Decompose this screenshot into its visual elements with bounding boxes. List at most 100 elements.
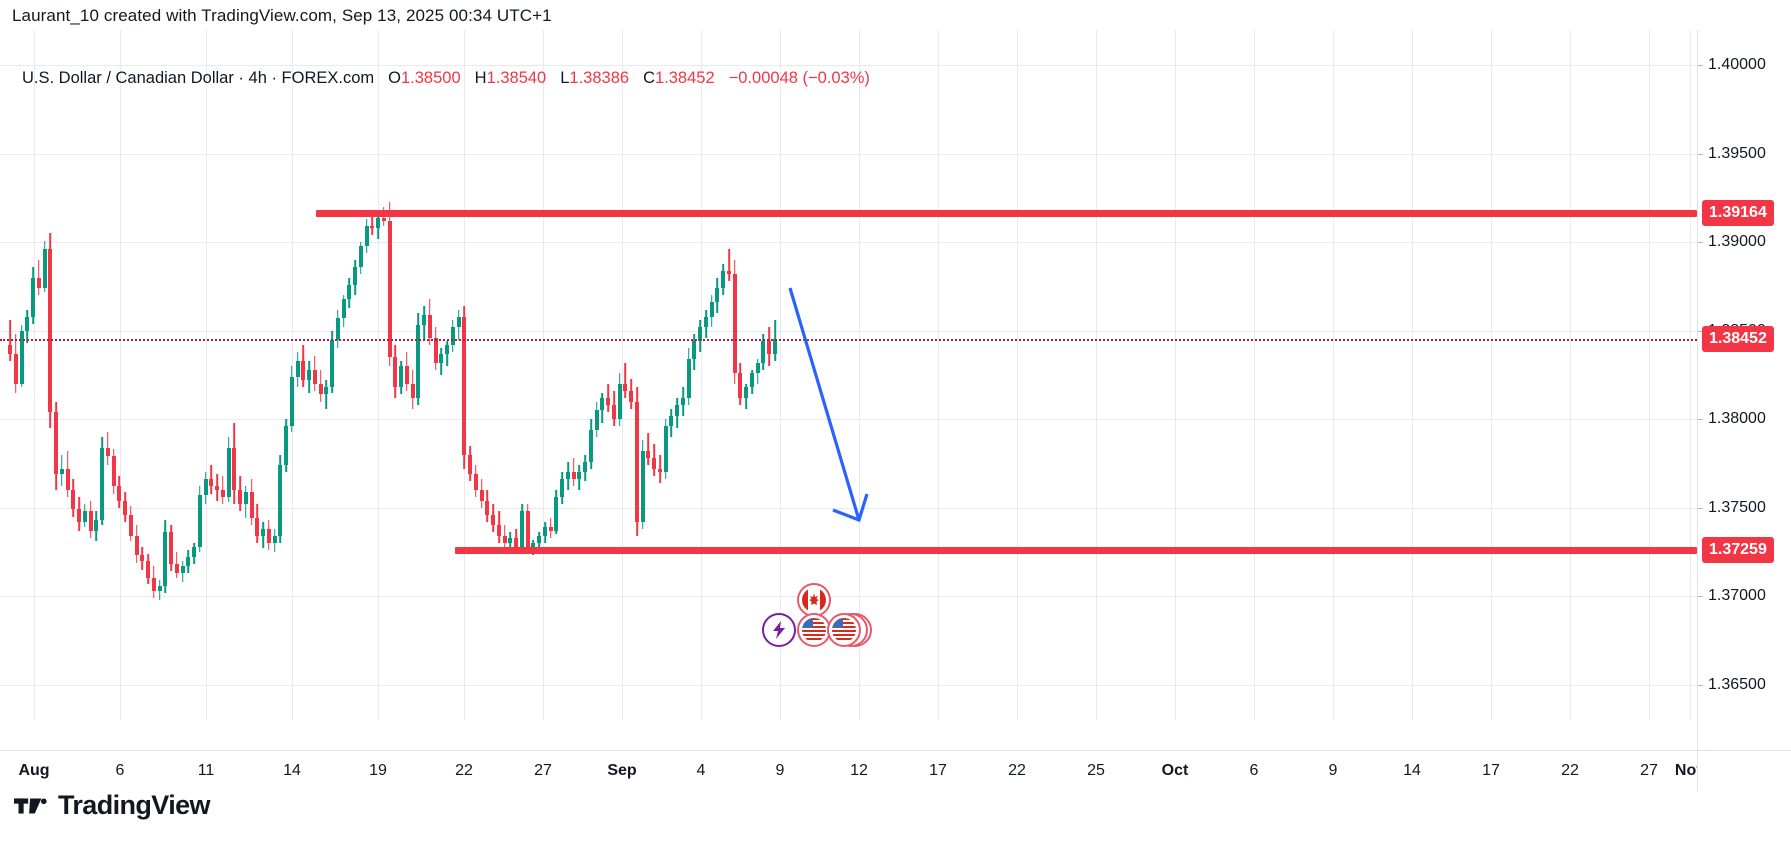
candle-body [278,465,283,536]
time-tick-17: 17 [929,762,947,779]
candle-body [468,454,473,475]
candlestick-bar [416,313,421,406]
candle-body [744,387,749,398]
tradingview-logo-icon [14,797,47,814]
candle-body [514,537,519,547]
economic-event-canada-flag[interactable] [797,583,831,617]
legend-high-label: H [474,69,487,87]
gridline-vertical [1649,30,1650,720]
candle-body [450,327,455,345]
candlestick-series[interactable] [0,30,1697,720]
candle-body [232,447,237,490]
candle-body [36,277,41,289]
chart-plot-area[interactable] [0,30,1697,720]
resistance-line[interactable] [316,210,1697,218]
candle-body [422,314,427,326]
support-line[interactable] [455,547,1697,555]
candle-body [617,383,622,420]
candlestick-bar [554,490,559,535]
candle-body [301,360,306,381]
candlestick-bar [606,383,611,413]
candle-body [491,514,496,526]
candle-body [146,560,151,579]
gridline-vertical [1690,30,1691,720]
gridline-vertical [1254,30,1255,720]
price-tick-1.37000: 1.37000 [1698,587,1766,605]
gridline-vertical [622,30,623,720]
economic-event-us-flag-stack[interactable] [827,613,861,647]
resistance-price-badge[interactable]: 1.39164 [1702,200,1774,227]
candlestick-bar [502,525,507,551]
candle-body [284,426,289,466]
canada-flag-icon [802,588,826,612]
candlestick-bar [197,486,202,552]
candlestick-bar [146,553,151,584]
economic-event-us-flag-1[interactable] [797,613,831,647]
candlestick-bar [376,214,381,239]
candle-body [445,344,450,354]
candle-body [640,451,645,522]
candlestick-bar [692,334,697,370]
gridline-vertical [543,30,544,720]
legend-high-value: 1.38540 [486,69,547,87]
candlestick-bar [54,401,58,490]
economic-event-high-impact-bolt[interactable] [762,613,796,647]
candlestick-bar [571,458,576,487]
current-price-badge[interactable]: 1.38452 [1702,326,1774,353]
candle-body [347,284,352,299]
economic-event-markers[interactable] [0,30,1697,720]
candlestick-bar [433,327,438,370]
candle-body [732,274,737,374]
candlestick-bar [387,201,392,367]
candle-body [358,245,363,268]
candle-body [381,217,386,222]
candlestick-bar [767,327,772,367]
candle-wick [647,433,650,466]
candle-body [100,447,105,521]
candle-body [416,325,421,398]
gridline-vertical [1570,30,1571,720]
candlestick-bar [462,306,467,469]
support-price-badge[interactable]: 1.37259 [1702,537,1774,564]
candlestick-bar [611,390,616,427]
price-scale[interactable]: 1.400001.395001.390001.385001.380001.375… [1697,30,1791,750]
candle-body [686,359,691,398]
candle-body [387,221,392,358]
legend-exchange: FOREX.com [281,69,375,87]
candlestick-bar [284,419,289,473]
candlestick-bar [111,449,116,494]
candle-body [180,566,185,574]
candlestick-bar [272,528,277,552]
candlestick-bar [128,505,133,542]
candle-body [703,316,708,328]
candle-body [721,270,726,289]
us-flag-icon [802,618,826,642]
candle-body [577,472,582,480]
candle-body [571,472,576,480]
candle-body [669,415,674,427]
candle-body [255,518,260,536]
time-tick-22: 22 [455,762,473,779]
candlestick-bar [680,387,685,416]
candle-wick [624,362,627,398]
chart-legend[interactable]: U.S. Dollar / Canadian Dollar · 4h · FOR… [22,70,870,87]
candle-body [427,314,432,338]
candlestick-bar [422,306,427,342]
price-tick-1.40000: 1.40000 [1698,56,1766,74]
legend-open-value: 1.38500 [401,69,461,87]
candlestick-bar [88,500,93,538]
candle-body [289,376,294,427]
candle-body [588,429,593,462]
candlestick-bar [399,360,404,395]
candlestick-bar [71,479,76,517]
candlestick-bar [669,408,674,437]
candle-body [48,249,53,413]
candlestick-bar [445,341,450,367]
candle-body [203,479,208,496]
candle-body [749,373,754,388]
candlestick-bar [341,295,346,328]
candle-body [715,288,720,303]
time-scale[interactable]: Aug 6 11 14 19 22 27 Sep 4 9 12 17 22 25 Oct 6 9 14 17 22 27… [0,750,1705,791]
candle-body [629,390,634,402]
